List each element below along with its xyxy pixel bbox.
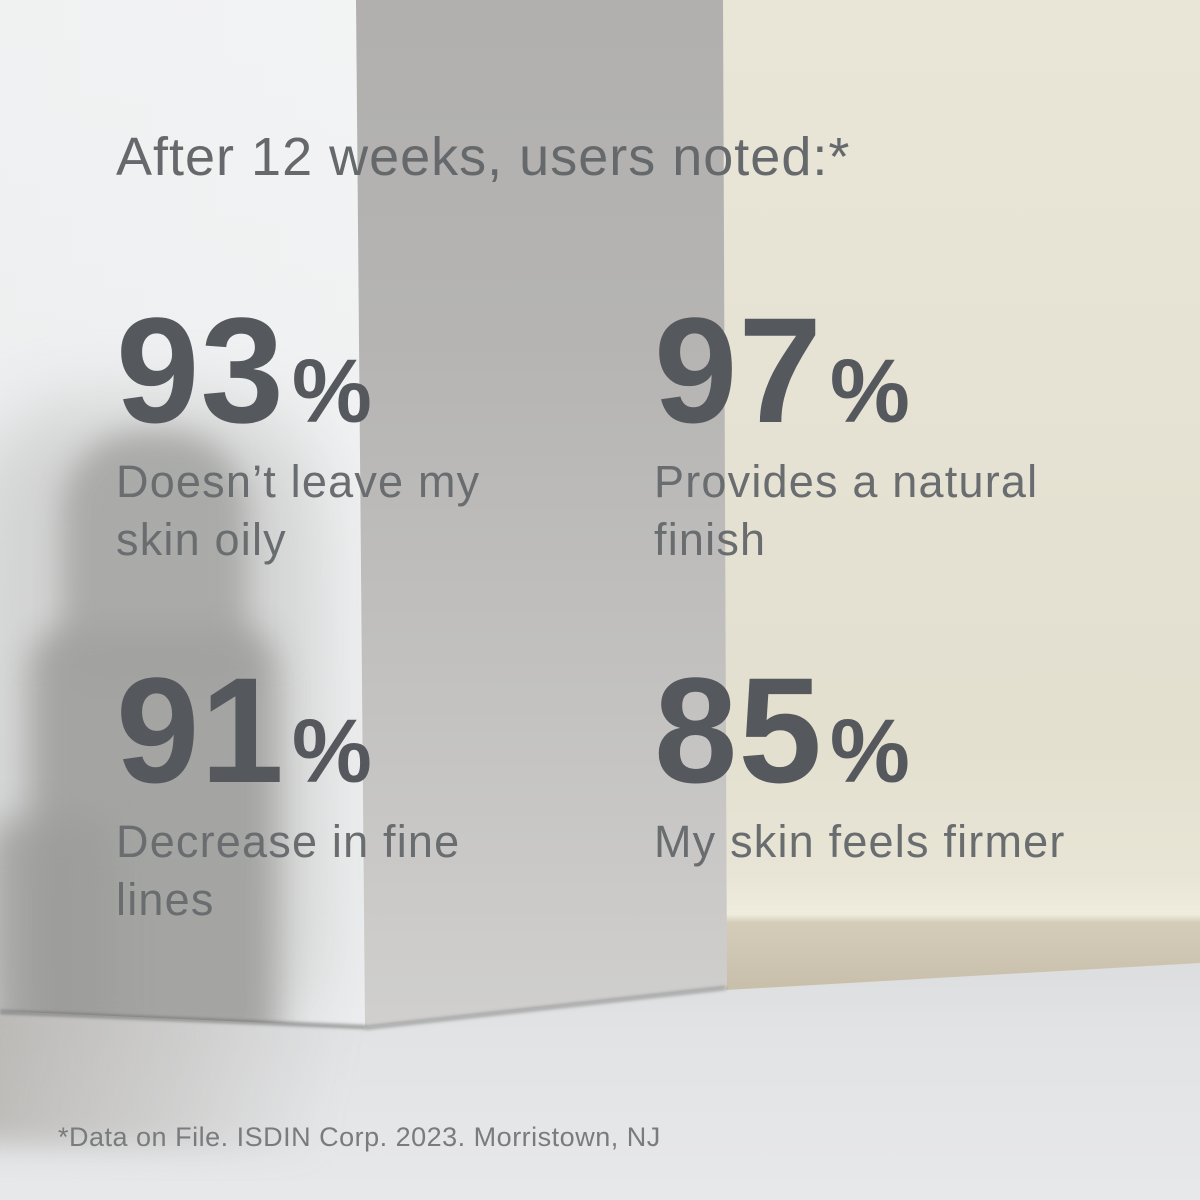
stat-value: 91% xyxy=(116,655,616,805)
percent-sign: % xyxy=(829,702,911,802)
percent-sign: % xyxy=(829,342,911,442)
stat-caption: Provides a natural finish xyxy=(654,453,1154,569)
stat-caption-line: Doesn’t leave my xyxy=(116,456,481,507)
stat-block-skin-oily: 93% Doesn’t leave my skin oily xyxy=(116,295,616,569)
percent-sign: % xyxy=(291,702,373,802)
stat-caption-line: My skin feels firmer xyxy=(654,816,1066,867)
stat-number: 91 xyxy=(116,646,285,814)
footnote-disclaimer: *Data on File. ISDIN Corp. 2023. Morrist… xyxy=(58,1122,661,1152)
stat-caption: My skin feels firmer xyxy=(654,813,1154,871)
stat-number: 97 xyxy=(654,286,823,454)
stat-block-natural-finish: 97% Provides a natural finish xyxy=(654,295,1154,569)
stat-value: 93% xyxy=(116,295,616,445)
stat-value: 97% xyxy=(654,295,1154,445)
stat-caption-line: finish xyxy=(654,514,767,565)
stat-caption-line: Decrease in fine xyxy=(116,816,461,867)
stat-caption: Decrease in fine lines xyxy=(116,813,616,929)
stat-block-firmer-skin: 85% My skin feels firmer xyxy=(654,655,1154,871)
stat-caption-line: lines xyxy=(116,874,215,925)
bottle-shadow-base xyxy=(0,818,113,1027)
stat-value: 85% xyxy=(654,655,1154,805)
stat-block-fine-lines: 91% Decrease in fine lines xyxy=(116,655,616,929)
percent-sign: % xyxy=(291,342,373,442)
stat-caption: Doesn’t leave my skin oily xyxy=(116,453,616,569)
stat-caption-line: Provides a natural xyxy=(654,456,1039,507)
headline: After 12 weeks, users noted:* xyxy=(116,127,851,187)
stat-number: 93 xyxy=(116,286,285,454)
stat-caption-line: skin oily xyxy=(116,514,287,565)
stat-number: 85 xyxy=(654,646,823,814)
